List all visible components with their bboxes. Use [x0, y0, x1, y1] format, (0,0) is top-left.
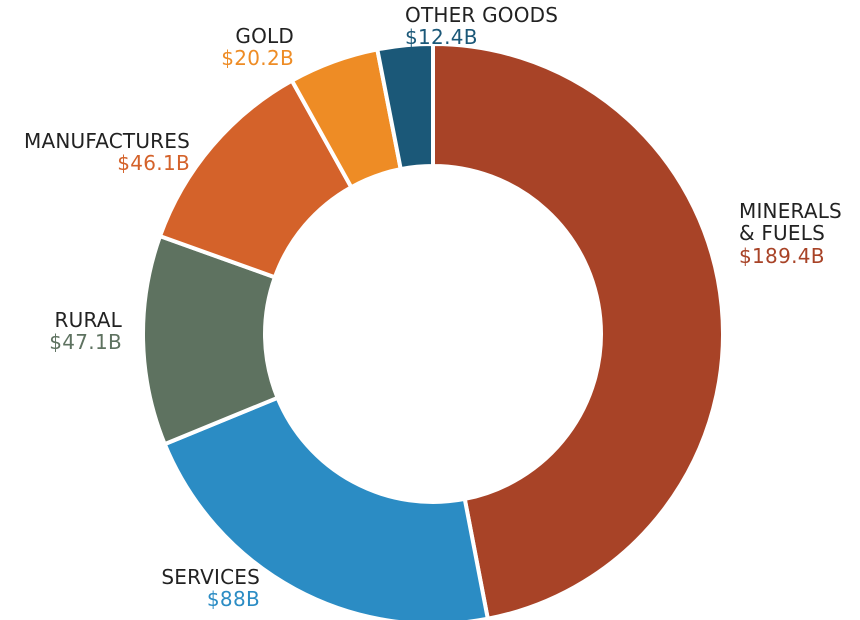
label-other-goods-name: OTHER GOODS: [405, 3, 559, 27]
value-manufactures: $46.1B: [117, 151, 190, 176]
value-other-goods: $12.4B: [405, 25, 478, 50]
label-gold-name: GOLD: [235, 24, 294, 48]
label-minerals-fuels: MINERALS & FUELS $189.4B: [739, 199, 842, 268]
label-manufactures: MANUFACTURES $46.1B: [24, 130, 190, 175]
label-minerals-fuels-line2: & FUELS: [739, 221, 825, 246]
slice-minerals-fuels: [431, 41, 725, 620]
value-rural: $47.1B: [49, 330, 122, 355]
label-minerals-fuels-line1: MINERALS: [739, 199, 842, 223]
donut-slices: [141, 41, 725, 620]
label-services-name: SERVICES: [161, 565, 260, 589]
value-minerals-fuels: $189.4B: [739, 243, 825, 268]
label-rural-name: RURAL: [54, 308, 122, 332]
slice-other-goods: [374, 41, 435, 172]
slice-services: [162, 395, 491, 620]
label-other-goods: OTHER GOODS $12.4B: [405, 4, 558, 49]
value-gold: $20.2B: [221, 46, 294, 71]
label-rural: RURAL $47.1B: [49, 309, 122, 354]
value-services: $88B: [206, 587, 260, 612]
label-manufactures-name: MANUFACTURES: [24, 129, 190, 153]
label-services: SERVICES $88B: [161, 566, 260, 611]
label-gold: GOLD $20.2B: [221, 25, 294, 70]
